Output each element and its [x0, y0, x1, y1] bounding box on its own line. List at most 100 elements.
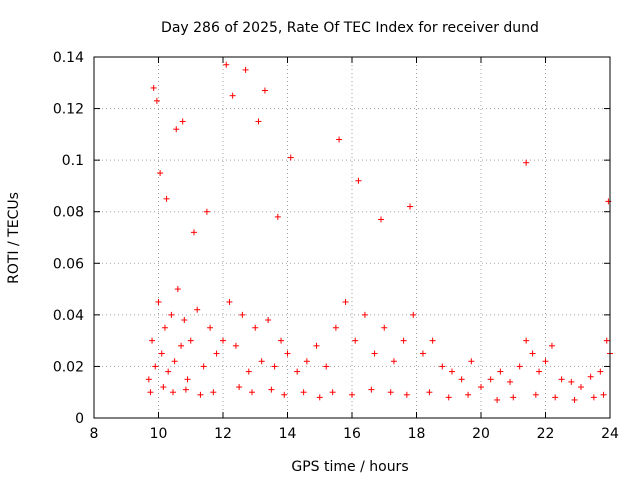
- data-point: [149, 337, 156, 344]
- y-axis-label: ROTI / TECUs: [6, 192, 22, 284]
- data-point: [171, 358, 178, 365]
- data-point: [407, 203, 414, 210]
- data-point: [274, 213, 281, 220]
- y-tick-label: 0.08: [53, 205, 84, 221]
- x-tick-label: 12: [214, 426, 232, 442]
- data-point: [181, 317, 188, 324]
- data-point: [294, 368, 301, 375]
- data-point: [232, 342, 239, 349]
- data-point: [147, 389, 154, 396]
- data-point: [558, 376, 565, 383]
- data-point: [368, 386, 375, 393]
- data-point: [329, 389, 336, 396]
- data-point: [507, 378, 514, 385]
- data-point: [179, 118, 186, 125]
- data-point: [571, 396, 578, 403]
- data-point: [223, 61, 230, 68]
- data-point: [252, 324, 259, 331]
- data-point: [268, 386, 275, 393]
- data-point: [597, 368, 604, 375]
- y-tick-label: 0.1: [62, 153, 84, 169]
- data-point: [170, 389, 177, 396]
- data-point: [371, 350, 378, 357]
- data-point: [303, 358, 310, 365]
- data-point: [361, 311, 368, 318]
- data-point: [173, 126, 180, 133]
- data-point: [161, 324, 168, 331]
- data-point: [300, 389, 307, 396]
- data-point: [271, 363, 278, 370]
- data-point: [510, 394, 517, 401]
- data-point: [194, 306, 201, 313]
- data-point: [349, 391, 355, 398]
- y-tick-label: 0: [75, 411, 84, 427]
- data-point: [342, 298, 349, 305]
- data-point: [313, 342, 320, 349]
- data-point: [316, 394, 323, 401]
- x-tick-label: 8: [90, 426, 99, 442]
- data-point: [200, 363, 207, 370]
- data-point: [178, 342, 185, 349]
- data-point: [261, 87, 268, 94]
- y-tick-label: 0.02: [53, 359, 84, 375]
- data-point: [168, 311, 175, 318]
- data-point: [184, 376, 191, 383]
- data-point: [336, 136, 343, 143]
- data-point: [548, 342, 555, 349]
- data-point: [381, 324, 388, 331]
- data-point: [207, 324, 214, 331]
- data-point: [239, 311, 246, 318]
- data-point: [445, 394, 452, 401]
- data-point: [468, 358, 475, 365]
- data-point: [284, 350, 291, 357]
- data-point: [542, 358, 549, 365]
- data-point: [220, 337, 226, 344]
- data-point: [403, 391, 410, 398]
- data-point: [213, 350, 220, 357]
- x-tick-label: 10: [150, 426, 168, 442]
- data-point: [242, 66, 249, 73]
- data-point: [390, 358, 397, 365]
- data-point: [497, 368, 504, 375]
- data-point: [603, 337, 610, 344]
- data-point: [229, 92, 236, 99]
- x-axis-label: GPS time / hours: [291, 459, 408, 475]
- data-point: [487, 376, 494, 383]
- data-point: [465, 391, 472, 398]
- x-tick-labels: 8 10 12 14 16 18 20 22 24: [90, 426, 619, 442]
- data-point: [323, 363, 330, 370]
- data-point: [516, 363, 523, 370]
- axis-ticks: [93, 56, 611, 419]
- data-point: [400, 337, 407, 344]
- y-tick-label: 0.04: [53, 308, 84, 324]
- x-tick-label: 22: [537, 426, 555, 442]
- data-point: [439, 363, 446, 370]
- data-point: [523, 337, 530, 344]
- data-point: [458, 376, 465, 383]
- data-point: [249, 389, 256, 396]
- data-point: [287, 154, 294, 161]
- x-tick-label: 24: [601, 426, 619, 442]
- data-point: [448, 368, 455, 375]
- data-point: [190, 229, 197, 236]
- data-point: [258, 358, 265, 365]
- data-point: [158, 350, 165, 357]
- data-point: [226, 298, 233, 305]
- y-tick-labels: 0 0.02 0.04 0.06 0.08 0.1 0.12 0.14: [53, 50, 84, 427]
- data-point: [577, 384, 584, 391]
- data-point: [265, 317, 272, 324]
- data-point: [163, 195, 170, 202]
- data-point: [600, 391, 607, 398]
- data-point: [197, 391, 204, 398]
- data-point: [187, 337, 194, 344]
- data-point: [236, 384, 243, 391]
- data-point: [153, 97, 160, 104]
- x-tick-label: 16: [343, 426, 361, 442]
- data-point: [523, 159, 530, 166]
- data-point: [152, 363, 159, 370]
- data-point: [332, 324, 339, 331]
- y-tick-label: 0.14: [53, 50, 84, 66]
- data-point: [410, 311, 417, 318]
- data-point: [552, 394, 559, 401]
